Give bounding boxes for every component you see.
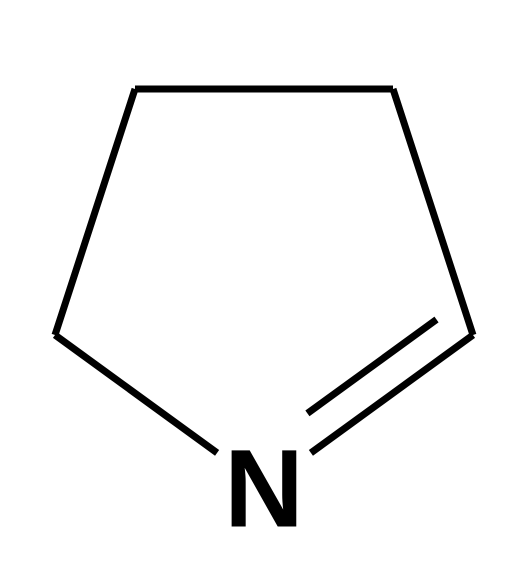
chemical-structure-diagram: N bbox=[0, 0, 528, 567]
bonds-layer bbox=[55, 89, 473, 453]
nitrogen-atom-label: N bbox=[224, 428, 303, 551]
bond-line bbox=[307, 320, 436, 414]
bond-line bbox=[55, 335, 217, 453]
bond-line bbox=[55, 89, 135, 335]
atom-labels-layer: N bbox=[224, 428, 303, 551]
bond-line bbox=[393, 89, 473, 335]
